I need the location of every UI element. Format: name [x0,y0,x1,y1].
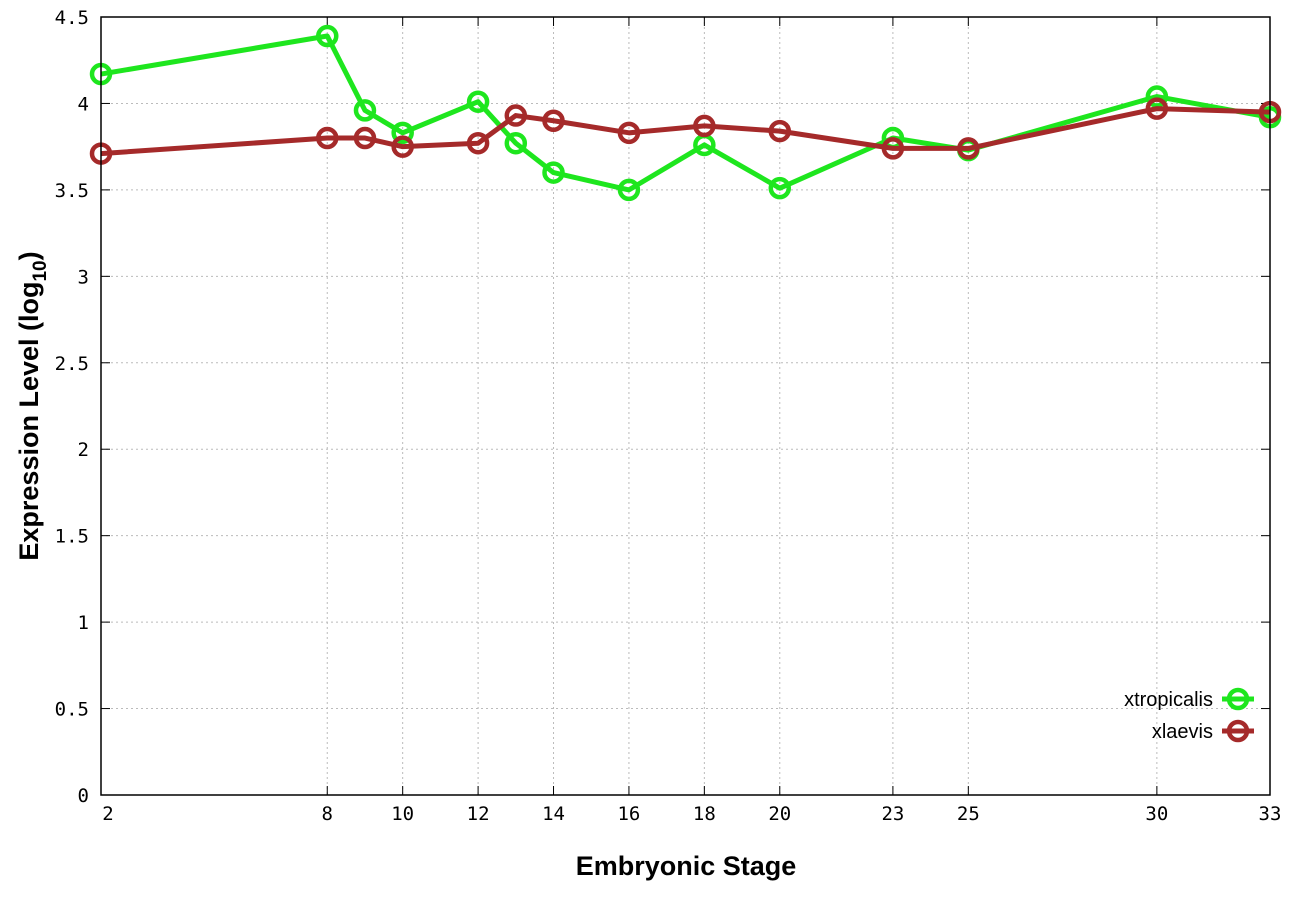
x-tick-label: 10 [391,803,414,825]
series-layer [89,24,1282,202]
x-tick-label: 8 [322,803,333,825]
data-point-xlaevis [617,121,641,145]
x-tick-label: 14 [542,803,565,825]
data-point-xlaevis [391,135,414,158]
legend-label: xlaevis [1152,721,1213,743]
data-point-xtropicalis [617,178,641,202]
data-point-xlaevis [316,126,339,150]
data-point-xlaevis [881,137,905,160]
data-point-xlaevis [353,126,377,150]
y-axis-label: Expression Level (log10) [14,251,51,560]
y-tick-label: 0 [78,785,89,807]
x-tick-label: 33 [1259,803,1282,825]
data-point-xtropicalis [316,24,339,48]
y-tick-label: 0.5 [55,699,89,721]
y-tick-label: 3.5 [55,180,89,202]
data-point-xlaevis [1145,97,1169,120]
data-point-xlaevis [466,131,490,155]
x-tick-label: 12 [467,803,490,825]
data-point-xtropicalis [353,99,377,122]
legend: xtropicalis xlaevis [1124,687,1254,743]
y-tick-label: 2.5 [55,353,89,375]
data-point-xtropicalis [1145,85,1169,108]
x-tick-label: 18 [693,803,716,825]
y-tick-label: 3 [78,266,89,288]
data-point-xlaevis [693,114,716,138]
y-tick-label: 1.5 [55,526,89,548]
axis-ticks: 0 0.5 1 1.5 2 2.5 3 3.5 4 4.5 2 8 10 12 14 16 18 20 23 25 30… [55,7,1282,825]
x-tick-label: 2 [102,803,113,825]
data-point-xtropicalis [391,121,414,145]
legend-marker [1226,719,1250,743]
x-tick-label: 25 [957,803,980,825]
x-axis-label: Embryonic Stage [576,851,797,881]
y-tick-label: 1 [78,612,89,634]
series-line-xtropicalis [100,33,1271,193]
data-point-xlaevis [768,119,792,143]
data-point-xlaevis [957,137,980,160]
y-tick-label: 4 [78,93,89,115]
y-tick-label: 4.5 [55,7,89,29]
y-tick-label: 2 [78,439,89,461]
x-tick-label: 16 [617,803,640,825]
x-tick-label: 20 [768,803,791,825]
plot-frame [100,16,1271,796]
data-point-xlaevis [504,104,528,127]
data-point-xlaevis [542,109,565,132]
x-tick-label: 23 [881,803,904,825]
data-point-xtropicalis [768,176,792,200]
data-point-xtropicalis [466,90,490,113]
data-point-xtropicalis [542,161,565,184]
series-line-xlaevis [100,106,1271,157]
grid [101,17,1270,795]
x-tick-label: 30 [1145,803,1168,825]
legend-label: xtropicalis [1124,689,1213,711]
legend-marker [1226,687,1250,711]
data-point-xtropicalis [504,131,528,155]
